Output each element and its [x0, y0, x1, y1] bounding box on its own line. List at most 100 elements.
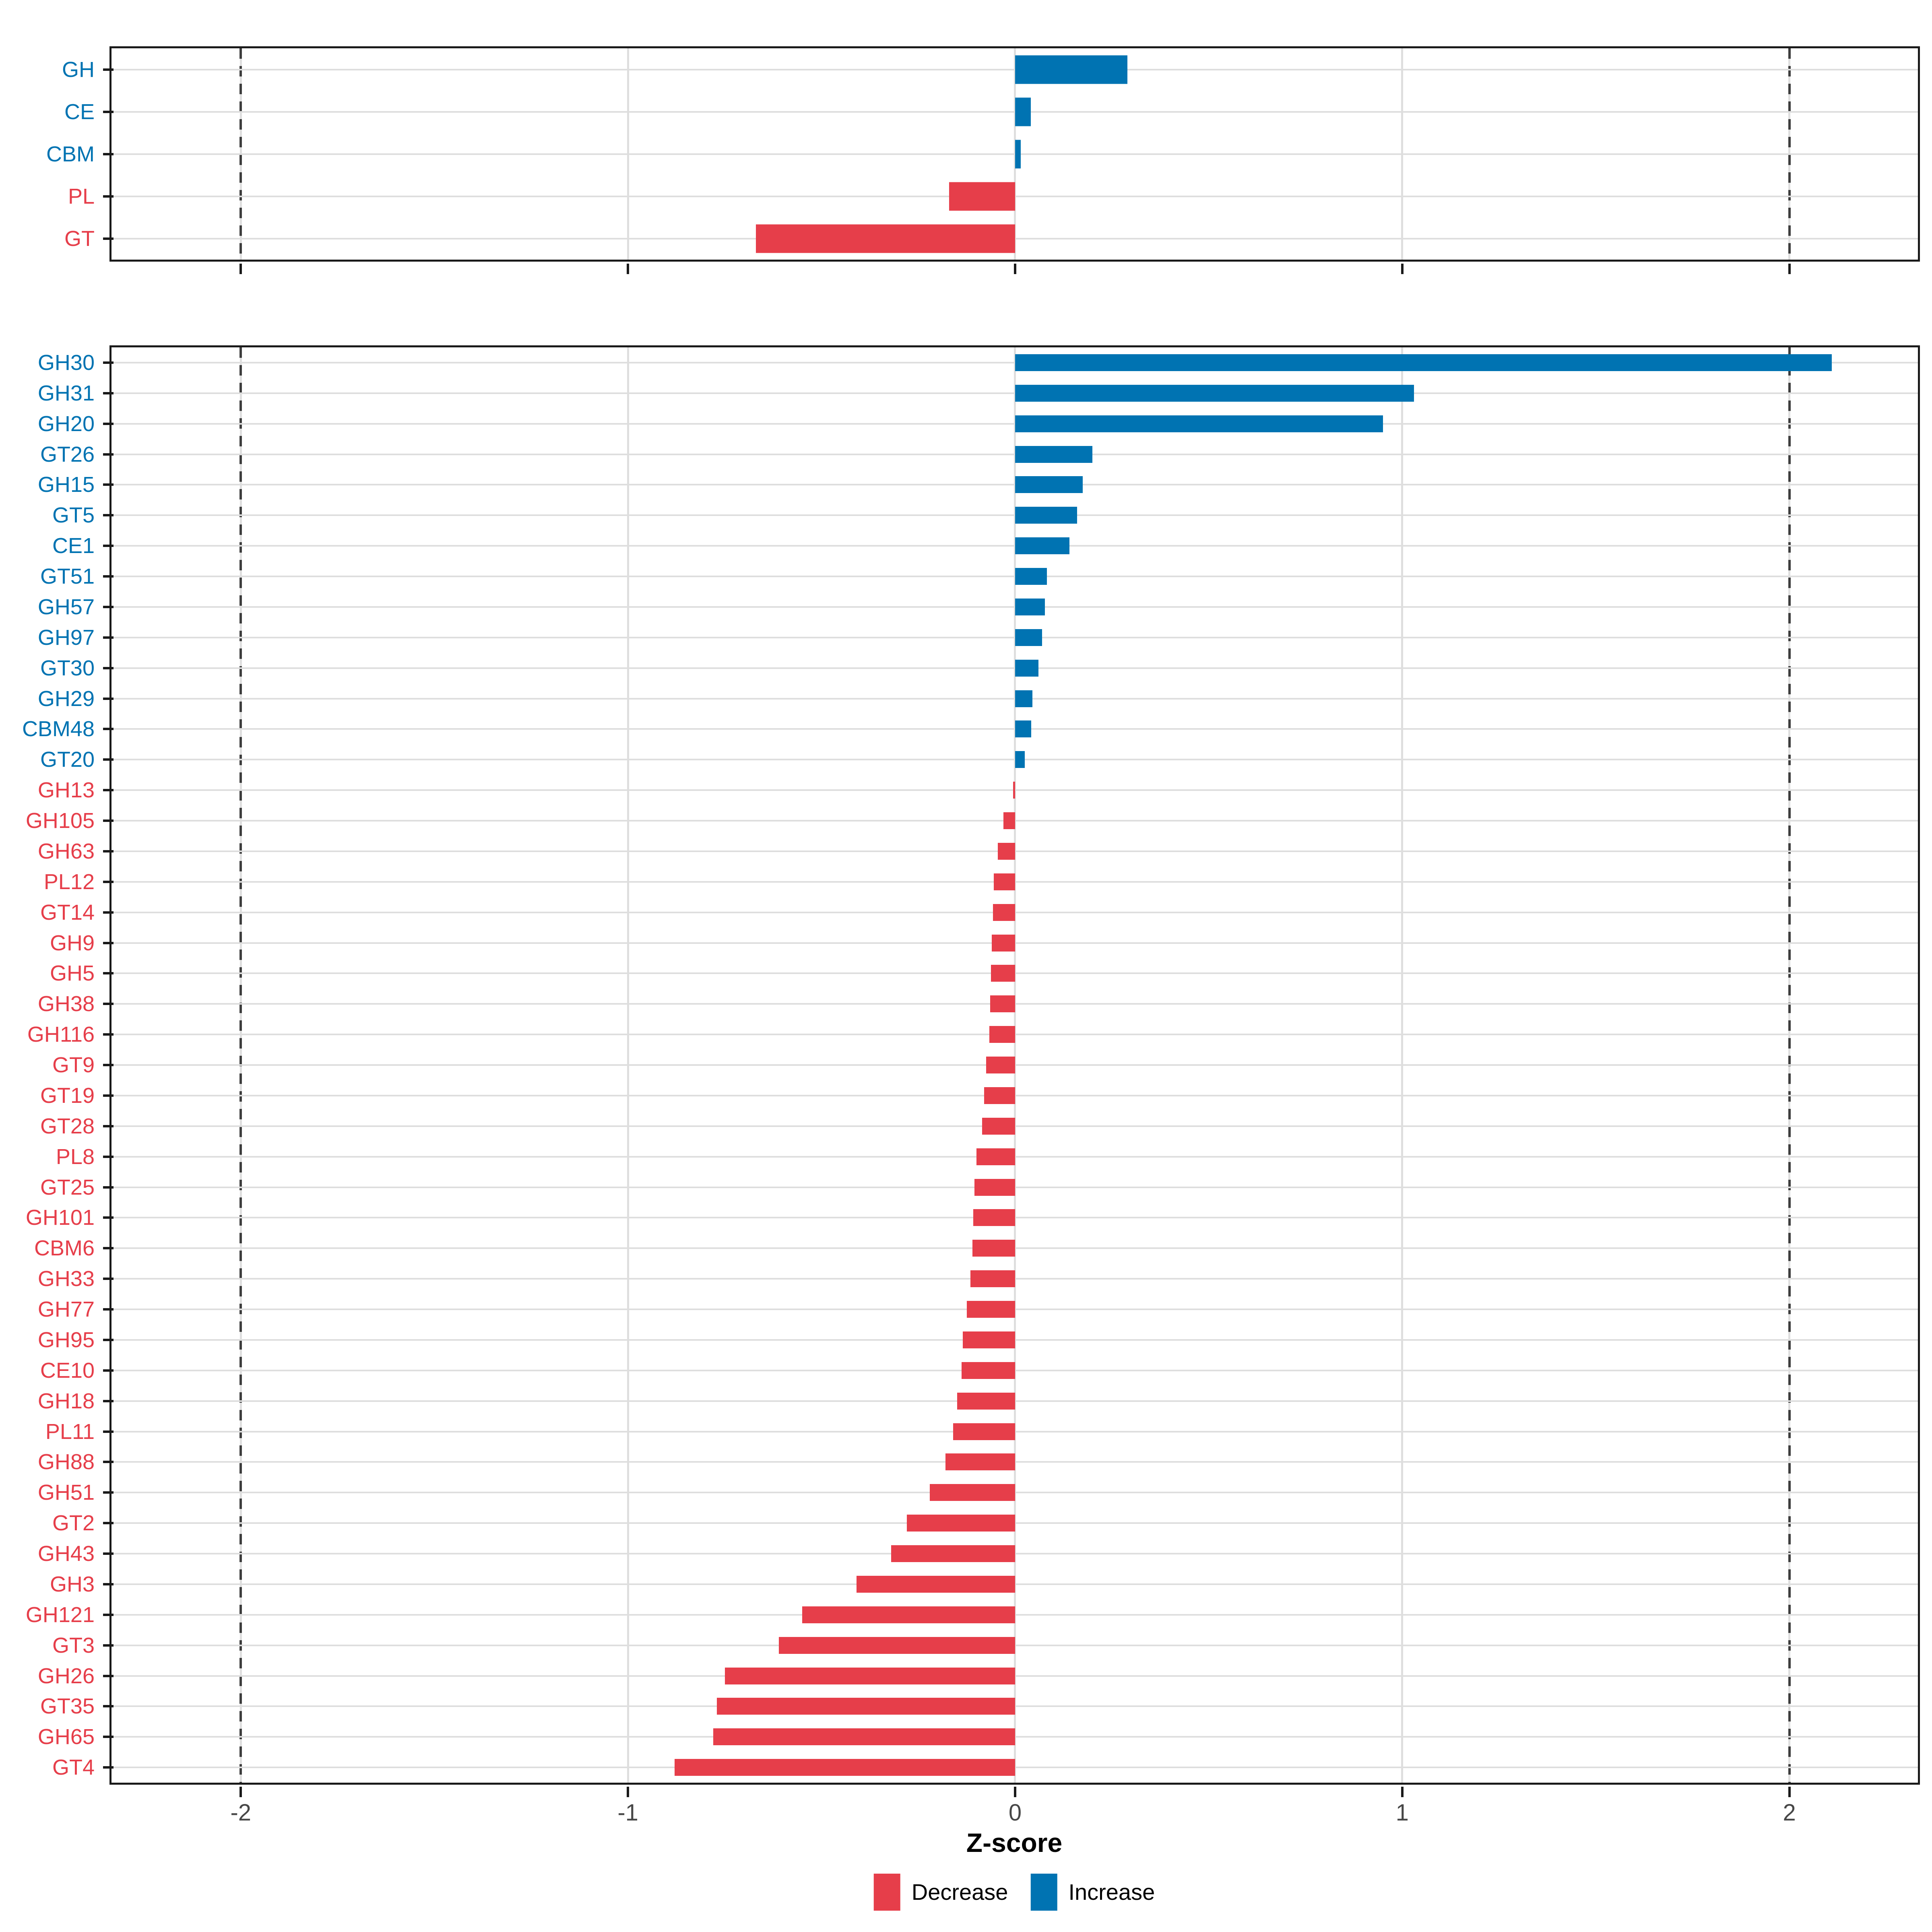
bar-CBM	[1015, 140, 1021, 168]
bar-GH31	[1015, 384, 1414, 402]
x-axis-tick-2	[1788, 1787, 1791, 1797]
chart-row-GT19: GT19	[40, 1080, 1918, 1111]
chart-row-GH116: GH116	[27, 1019, 1918, 1050]
legend-item-decrease: Decrease	[873, 1874, 1008, 1911]
y-axis-label-PL11: PL11	[45, 1419, 95, 1444]
bar-GT30	[1015, 659, 1038, 677]
y-axis-tick	[103, 1705, 114, 1708]
chart-row-CBM48: CBM48	[22, 714, 1918, 745]
x-axis-tick-2	[1788, 264, 1791, 274]
y-axis-tick	[103, 1552, 114, 1555]
chart-row-GT20: GT20	[40, 744, 1918, 775]
y-axis-label-CBM6: CBM6	[34, 1236, 95, 1261]
y-axis-tick	[103, 514, 114, 517]
x-tick-label-1: 1	[1395, 1800, 1409, 1826]
chart-row-CE: CE	[64, 91, 1918, 133]
y-axis-label-CE: CE	[64, 99, 95, 124]
y-axis-label-GH20: GH20	[37, 411, 95, 436]
y-axis-label-GT19: GT19	[40, 1083, 95, 1108]
y-gridline	[111, 576, 1918, 578]
chart-row-CE1: CE1	[52, 530, 1918, 561]
y-axis-tick	[103, 153, 114, 155]
y-axis-label-GH101: GH101	[25, 1205, 95, 1230]
y-axis-tick	[103, 361, 114, 364]
legend-label: Decrease	[911, 1879, 1008, 1905]
y-axis-tick	[103, 1583, 114, 1585]
y-axis-tick	[103, 1064, 114, 1067]
chart-row-GH77: GH77	[38, 1294, 1918, 1325]
y-axis-tick	[103, 1186, 114, 1189]
chart-row-GH97: GH97	[38, 622, 1918, 653]
y-axis-label-GT2: GT2	[52, 1511, 95, 1536]
y-axis-tick	[103, 636, 114, 639]
y-axis-label-GH30: GH30	[37, 350, 95, 375]
bar-GH95	[963, 1331, 1015, 1348]
y-axis-tick	[103, 1278, 114, 1280]
chart-row-GT28: GT28	[40, 1111, 1918, 1141]
bar-GH57	[1015, 598, 1045, 615]
chart-row-PL12: PL12	[44, 867, 1918, 897]
bar-GH20	[1015, 415, 1383, 432]
y-axis-tick	[103, 941, 114, 944]
bar-GH121	[802, 1606, 1015, 1623]
y-axis-label-GH77: GH77	[37, 1297, 95, 1322]
x-axis-tick--1	[627, 264, 630, 274]
bar-GH30	[1015, 354, 1832, 371]
chart-row-GT14: GT14	[40, 897, 1918, 928]
chart-row-GH43: GH43	[38, 1538, 1918, 1569]
bar-GT28	[982, 1117, 1015, 1135]
chart-row-GT5: GT5	[52, 500, 1918, 530]
x-tick-label--2: -2	[230, 1800, 252, 1826]
bar-GT	[755, 224, 1015, 253]
chart-row-GH5: GH5	[50, 958, 1918, 989]
x-tick-label-0: 0	[1008, 1800, 1022, 1826]
y-axis-label-CBM48: CBM48	[22, 717, 95, 741]
y-axis-label-GH31: GH31	[37, 381, 95, 405]
legend-item-increase: Increase	[1030, 1874, 1155, 1911]
chart-row-GH15: GH15	[38, 470, 1918, 500]
chart-row-CE10: CE10	[40, 1355, 1918, 1386]
chart-row-GT25: GT25	[40, 1172, 1918, 1203]
y-axis-label-GT30: GT30	[40, 656, 95, 680]
y-axis-label-GT5: GT5	[52, 503, 95, 528]
x-axis-title: Z-score	[966, 1828, 1063, 1858]
y-gridline	[111, 759, 1918, 761]
y-axis-label-GH13: GH13	[37, 778, 95, 803]
y-gridline	[111, 667, 1918, 669]
chart-row-GT2: GT2	[52, 1508, 1918, 1538]
x-axis-tick-0	[1013, 1787, 1016, 1797]
y-gridline	[111, 153, 1918, 155]
bar-GH105	[1003, 812, 1015, 830]
y-gridline	[111, 453, 1918, 455]
bar-GH77	[966, 1301, 1015, 1318]
x-axis-tick--2	[239, 264, 242, 274]
bar-GH33	[970, 1270, 1015, 1288]
bar-GH88	[945, 1453, 1015, 1471]
y-gridline	[111, 545, 1918, 547]
y-axis-tick	[103, 1644, 114, 1647]
chart-row-GH38: GH38	[38, 989, 1918, 1019]
chart-row-GT3: GT3	[52, 1630, 1918, 1661]
bar-GT35	[717, 1698, 1015, 1715]
bar-GH43	[891, 1545, 1015, 1563]
y-axis-tick	[103, 1674, 114, 1677]
chart-row-GH33: GH33	[38, 1263, 1918, 1294]
y-axis-label-GH9: GH9	[50, 931, 95, 955]
bar-GT3	[779, 1637, 1015, 1654]
y-axis-tick	[103, 850, 114, 852]
bar-GT14	[993, 904, 1015, 921]
bar-GH18	[957, 1392, 1015, 1410]
y-gridline	[111, 606, 1918, 608]
bar-GH116	[989, 1026, 1015, 1043]
y-axis-tick	[103, 880, 114, 883]
y-axis-label-GH43: GH43	[37, 1542, 95, 1566]
y-axis-tick	[103, 911, 114, 914]
y-axis-label-GH97: GH97	[37, 625, 95, 650]
y-axis-label-PL8: PL8	[56, 1144, 95, 1169]
chart-row-GT4: GT4	[52, 1752, 1918, 1783]
legend-key-decrease	[873, 1874, 900, 1911]
y-axis-label-GT51: GT51	[40, 564, 95, 589]
y-axis-label-GT: GT	[64, 226, 95, 251]
bar-GT9	[986, 1057, 1015, 1074]
chart-row-GH101: GH101	[26, 1203, 1918, 1233]
